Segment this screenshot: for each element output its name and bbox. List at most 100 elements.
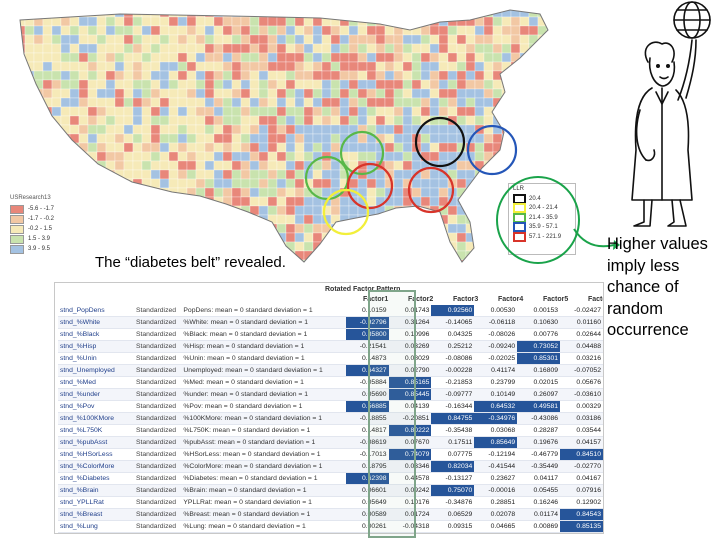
cluster-circle-red-2 <box>407 166 455 214</box>
table-row: stnd_PopDens Standardized PopDens: mean = … <box>58 305 603 317</box>
loading-value-cell: 0.19676 <box>517 436 561 449</box>
factor-column-header[interactable]: Factor2 <box>408 296 434 303</box>
loading-value-cell: 0.03186 <box>560 412 603 425</box>
variable-label-cell: %L750K: mean = 0 standard deviation = 1 <box>181 424 346 437</box>
map-legend-swatch <box>10 214 24 224</box>
table-row: stnd_%Pov Standardized %Pov: mean = 0 stan… <box>58 400 603 413</box>
loading-value-cell: 0.85649 <box>474 436 518 449</box>
map-legend-item: 3.9 - 9.5 <box>10 244 80 254</box>
variable-name-cell: stnd_%pubAsst <box>58 436 134 449</box>
loading-value-cell: 0.85445 <box>388 388 432 401</box>
table-row: stnd_%Brain Standardized %Brain: mean = 0 … <box>58 484 603 497</box>
table-row: stnd_Unemployed Standardized Unemployed: m… <box>58 364 603 377</box>
loading-value-cell: 0.02015 <box>517 376 561 389</box>
loading-value-cell: 0.00530 <box>474 305 518 317</box>
loading-value-cell: 0.10176 <box>388 496 432 509</box>
factor-column-header[interactable]: Factor6 <box>588 296 603 303</box>
loading-value-cell: 0.28851 <box>474 496 518 509</box>
loading-value-cell: -0.41544 <box>474 460 518 473</box>
loading-value-cell: 0.04157 <box>560 436 603 449</box>
loading-value-cell: -0.35438 <box>431 424 475 437</box>
llr-highlight-ellipse <box>496 176 580 264</box>
standardized-cell: Standardized <box>133 484 182 497</box>
variable-name-cell: stnd_YPLLRat <box>58 496 134 509</box>
factor-column-header[interactable]: Factor5 <box>543 296 569 303</box>
factor-column-header[interactable]: Factor3 <box>453 296 479 303</box>
table-row: stnd_%White Standardized %White: mean = 0 … <box>58 316 603 329</box>
standardized-cell: Standardized <box>133 508 182 521</box>
variable-label-cell: %Hisp: mean = 0 standard deviation = 1 <box>181 340 346 353</box>
cluster-circle-red-1 <box>346 162 394 210</box>
map-source-label: USResearch13 <box>10 195 51 201</box>
loading-value-cell: -0.09777 <box>431 388 475 401</box>
variable-name-cell: stnd_%Breast <box>58 508 134 521</box>
loading-value-cell: 0.85135 <box>560 520 603 533</box>
loading-value-cell: 0.62946 <box>474 532 518 533</box>
loading-value-cell: -0.04318 <box>388 520 432 533</box>
loading-value-cell: 0.03346 <box>388 460 432 473</box>
loading-value-cell: 0.84510 <box>560 448 603 461</box>
variable-name-cell: stnd_%100KMore <box>58 412 134 425</box>
loading-value-cell: -0.02025 <box>474 352 518 365</box>
loading-value-cell: -0.34976 <box>474 412 518 425</box>
cluster-circle-blue <box>466 124 518 176</box>
variable-label-cell: %pubAsst: mean = 0 standard deviation = … <box>181 436 346 449</box>
table-row: stnd_%L750K Standardized %L750K: mean = 0 … <box>58 424 603 437</box>
loading-value-cell: -0.46779 <box>517 448 561 461</box>
loading-value-cell: -0.26469 <box>431 532 475 533</box>
map-legend-label: -5.6 - -1.7 <box>28 206 55 212</box>
standardized-cell: Standardized <box>133 364 182 377</box>
variable-label-cell: %100KMore: mean = 0 standard deviation =… <box>181 412 346 425</box>
factor-column-header[interactable]: Factor1 <box>363 296 389 303</box>
loading-value-cell: 0.82034 <box>431 460 475 473</box>
loading-value-cell: 0.54706 <box>345 532 389 533</box>
variable-label-cell: %Brain: mean = 0 standard deviation = 1 <box>181 484 346 497</box>
map-legend-label: 3.9 - 9.5 <box>28 246 51 252</box>
variable-label-cell: Mort: mean = 0 standard deviation = 1 <box>181 532 346 533</box>
variable-name-cell: stnd_%Black <box>58 328 134 341</box>
factor-column-header[interactable]: Factor4 <box>498 296 524 303</box>
variable-label-cell: %Black: mean = 0 standard deviation = 1 <box>181 328 346 341</box>
loading-value-cell: -0.09240 <box>474 340 518 353</box>
loading-value-cell: 0.04665 <box>474 520 518 533</box>
map-legend-label: -0.2 - 1.5 <box>28 226 53 232</box>
loading-value-cell: 0.85165 <box>388 376 432 389</box>
loading-value-cell: 0.08029 <box>388 352 432 365</box>
variable-label-cell: %under: mean = 0 standard deviation = 1 <box>181 388 346 401</box>
loading-value-cell: 0.56885 <box>345 400 389 413</box>
loading-value-cell: 0.00869 <box>517 520 561 533</box>
loading-value-cell: 0.05455 <box>517 484 561 497</box>
table-row: stnd_%Breast Standardized %Breast: mean = … <box>58 508 603 521</box>
loading-value-cell: 0.64327 <box>345 364 389 377</box>
map-caption: The “diabetes belt” revealed. <box>95 254 286 271</box>
map-legend-swatch <box>10 204 24 214</box>
variable-name-cell: stnd_%ColorMore <box>58 460 134 473</box>
loading-value-cell: 0.73052 <box>517 340 561 353</box>
annotation-arrow <box>573 228 620 250</box>
variable-label-cell: %Med: mean = 0 standard deviation = 1 <box>181 376 346 389</box>
loading-value-cell: 0.01724 <box>388 508 432 521</box>
map-legend-item: -1.7 - -0.2 <box>10 214 80 224</box>
loading-value-cell: 0.16809 <box>517 364 561 377</box>
standardized-cell: Standardized <box>133 436 182 449</box>
variable-label-cell: %Unin: mean = 0 standard deviation = 1 <box>181 352 346 365</box>
variable-name-cell: stnd_%Unin <box>58 352 134 365</box>
loading-value-cell: -0.43086 <box>517 412 561 425</box>
loading-value-cell: 0.85800 <box>345 328 389 341</box>
standardized-cell: Standardized <box>133 376 182 389</box>
standardized-cell: Standardized <box>133 352 182 365</box>
variable-name-cell: stnd_PopDens <box>58 305 134 317</box>
loading-value-cell: 0.00153 <box>517 305 561 317</box>
standardized-cell: Standardized <box>133 460 182 473</box>
loading-value-cell: 0.06601 <box>345 484 389 497</box>
us-county-map <box>19 9 549 263</box>
loading-value-cell: -0.35449 <box>517 460 561 473</box>
loading-value-cell: 0.23627 <box>474 472 518 485</box>
map-legend-swatch <box>10 234 24 244</box>
cluster-circles <box>304 116 518 236</box>
standardized-cell: Standardized <box>133 412 182 425</box>
table-row: stnd_%100KMore Standardized %100KMore: mea… <box>58 412 603 425</box>
loading-value-cell: 0.00776 <box>517 328 561 341</box>
table-row: stnd_%HSorLess Standardized %HSorLess: mea… <box>58 448 603 461</box>
table-row: stnd_%Med Standardized %Med: mean = 0 stan… <box>58 376 603 389</box>
